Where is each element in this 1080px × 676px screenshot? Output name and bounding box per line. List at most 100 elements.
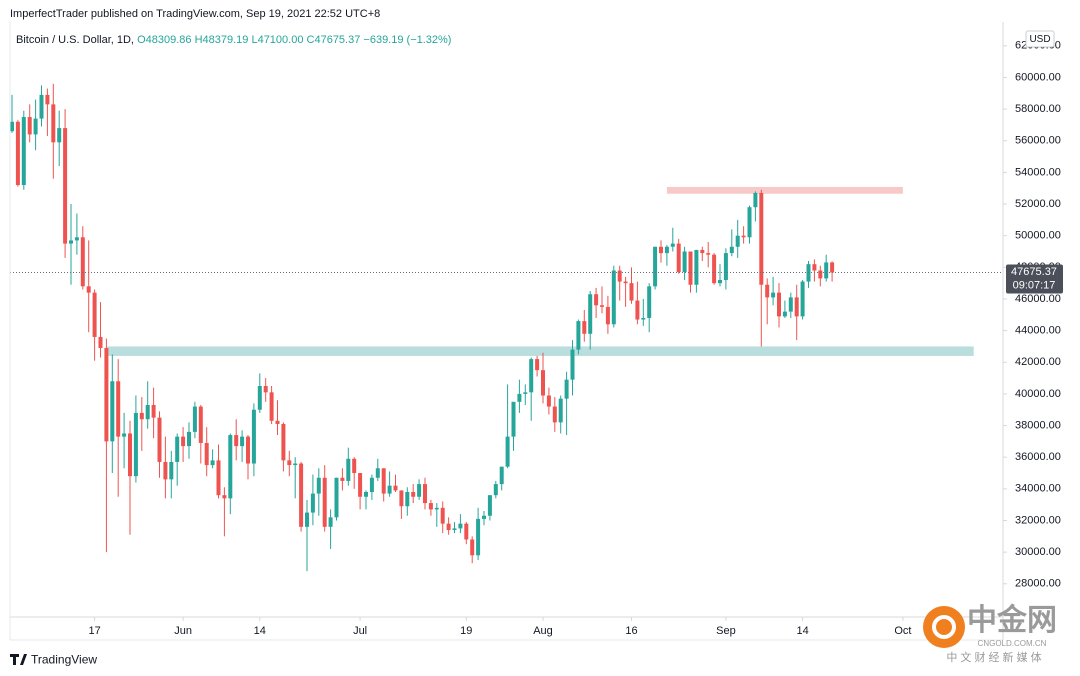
candle-body — [493, 484, 498, 496]
watermark-logo — [923, 606, 965, 648]
watermark-site: CNGOLD.COM.CN — [978, 639, 1047, 648]
y-tick-label: 44000.00 — [1015, 325, 1061, 337]
watermark: 中金网 CNGOLD.COM.CN 中 文 财 经 新 媒 体 — [923, 603, 1057, 664]
candle-body — [139, 412, 144, 420]
candle-body — [145, 404, 150, 420]
y-tick-label: 60000.00 — [1015, 71, 1061, 83]
candle-body — [246, 436, 250, 464]
candle-body — [499, 466, 504, 485]
candle-body — [181, 436, 186, 447]
candle-body — [623, 281, 628, 284]
watermark-logo-ring — [932, 615, 956, 639]
brand: TradingView — [31, 653, 97, 667]
currency-badge[interactable] — [1025, 30, 1055, 48]
candle-body — [234, 435, 239, 447]
candle-body — [541, 370, 545, 396]
candle-body — [364, 492, 368, 497]
candle-body — [187, 431, 191, 447]
candle-body — [423, 484, 427, 504]
y-tick-label: 58000.00 — [1015, 103, 1061, 115]
candle-body — [198, 406, 203, 443]
candle-body — [682, 251, 687, 273]
candle-body — [45, 94, 50, 105]
x-tick-label: Aug — [533, 625, 553, 637]
time-axis: 17 Jun 14 Jul 19 Aug 16 Sep 14 Oct — [88, 617, 911, 637]
candle-body — [747, 207, 752, 238]
candle-body — [629, 283, 634, 301]
candle-body — [251, 409, 256, 464]
candle-body — [753, 192, 758, 208]
candle-body — [110, 381, 115, 442]
candle-body — [588, 294, 593, 334]
x-tick-label: 19 — [460, 625, 472, 637]
candle-body — [269, 392, 274, 421]
y-tick-label: 46000.00 — [1015, 293, 1061, 305]
candle-body — [617, 270, 622, 282]
candle-body — [80, 237, 85, 287]
candle-body — [57, 128, 62, 143]
candle-body — [600, 305, 604, 307]
candle-body — [151, 404, 156, 418]
candle-body — [558, 398, 563, 423]
candle-body — [104, 348, 109, 442]
y-tick-label: 32000.00 — [1015, 514, 1061, 526]
candle-body — [788, 297, 793, 312]
candle-body — [305, 512, 309, 527]
candle-body — [334, 477, 339, 518]
legend-change: −639.19 (−1.32%) — [363, 34, 451, 46]
candle-body — [175, 436, 180, 462]
candle-body — [582, 321, 587, 334]
candle-body — [517, 393, 522, 402]
candle-body — [375, 468, 380, 478]
y-tick-label: 38000.00 — [1015, 419, 1061, 431]
price-zone — [666, 186, 903, 194]
candle-body — [27, 117, 32, 135]
candle-body — [322, 477, 327, 527]
candle-body — [688, 251, 693, 285]
candle-body — [21, 117, 26, 186]
x-tick-label: Sep — [716, 625, 736, 637]
price-zone — [106, 346, 974, 356]
candle-body — [700, 249, 705, 254]
currency-label: USD — [1029, 34, 1050, 45]
last-price-label: 47675.37 — [1011, 266, 1057, 278]
y-tick-label: 40000.00 — [1015, 388, 1061, 400]
candle-body — [204, 442, 209, 466]
candle-body — [434, 507, 439, 510]
x-tick-label: 16 — [625, 625, 637, 637]
candle-body — [664, 246, 669, 254]
logo-mark — [10, 654, 27, 665]
candle-body — [399, 490, 404, 507]
candle-body — [358, 473, 363, 497]
candle-body — [15, 121, 20, 186]
candle-body — [576, 321, 581, 350]
x-tick-label: 14 — [254, 625, 266, 637]
candle-body — [316, 477, 321, 494]
candle-body — [122, 433, 127, 437]
candle-body — [257, 385, 262, 410]
legend-low: L47100.00 — [251, 34, 303, 46]
candle-body — [729, 246, 734, 254]
candle-body — [133, 412, 138, 477]
candle-body — [157, 417, 162, 462]
y-tick-label: 42000.00 — [1015, 356, 1061, 368]
candle-body — [552, 406, 557, 423]
zones — [106, 186, 974, 356]
candle-body — [428, 503, 433, 510]
candle-body — [39, 94, 44, 119]
candle-body — [69, 240, 73, 244]
candle-body — [299, 463, 304, 527]
last-price-box — [1006, 264, 1063, 294]
candle-body — [240, 436, 245, 447]
candle-body — [10, 121, 14, 132]
candle-body — [33, 118, 38, 135]
candle-body — [222, 495, 227, 499]
candle-body — [794, 297, 799, 317]
x-tick-label: Oct — [894, 625, 911, 637]
candles — [10, 83, 1003, 572]
candle-body — [98, 336, 103, 349]
candle-body — [723, 253, 728, 280]
candle-body — [381, 468, 386, 494]
